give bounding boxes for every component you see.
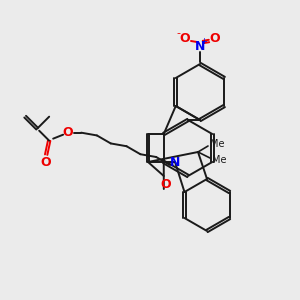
Text: Me: Me [212,155,226,165]
Text: N: N [170,155,180,169]
Text: O: O [63,126,74,139]
Text: -: - [176,28,180,38]
Text: O: O [41,156,52,169]
Text: O: O [210,32,220,44]
Text: O: O [180,32,190,44]
Text: +: + [201,37,207,46]
Text: N: N [195,40,205,52]
Text: O: O [160,178,171,190]
Text: Me: Me [210,139,224,149]
